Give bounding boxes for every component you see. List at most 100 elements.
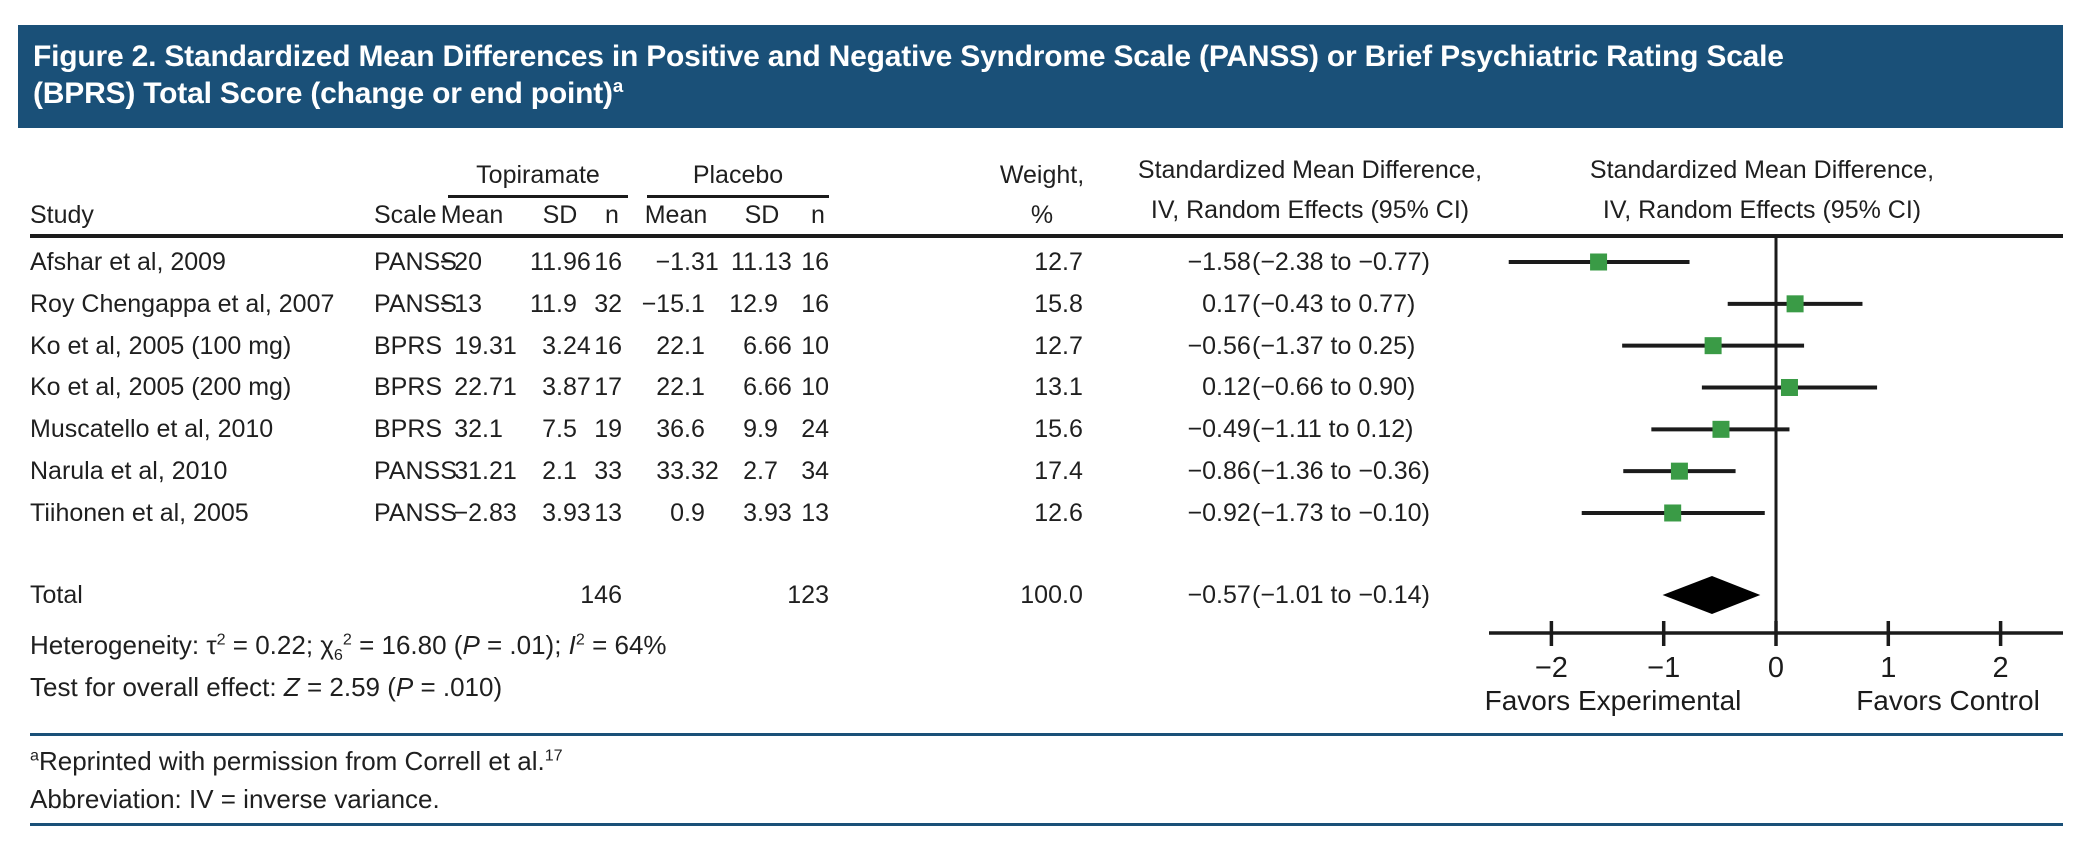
scale-value: PANSS xyxy=(374,457,457,486)
topiramate-mean-frac: .83 xyxy=(482,498,517,527)
placebo-sd-int: 9 xyxy=(743,415,757,444)
col-header-mean-placebo: Mean xyxy=(644,201,708,229)
weight-value-int: 15 xyxy=(1034,289,1062,318)
study-name: Narula et al, 2010 xyxy=(30,457,228,486)
smd-estimate-int: −0 xyxy=(1187,415,1216,444)
footnote-abbreviation: Abbreviation: IV = inverse variance. xyxy=(30,784,440,814)
smd-ci: (−1.11 to 0.12) xyxy=(1252,415,1414,444)
topiramate-n: 13 xyxy=(594,498,622,527)
placebo-n: 10 xyxy=(801,331,829,360)
topiramate-mean-int: 22 xyxy=(454,373,482,402)
favors-control-label: Favors Control xyxy=(1856,685,2040,716)
col-header-mean-topiramate: Mean xyxy=(440,201,504,229)
table-row: Tiihonen et al, 2005 PANSS −2.83 3.93 13 0.9 3… xyxy=(0,492,2085,534)
placebo-sd-frac: .66 xyxy=(757,331,792,360)
smd-estimate-frac: .58 xyxy=(1216,248,1251,276)
smd-text-header-line1: Standardized Mean Difference, xyxy=(1137,156,1483,184)
figure-title-line2: (BPRS) Total Score (change or end point)… xyxy=(33,75,623,110)
topiramate-mean-int: 31 xyxy=(454,457,482,486)
favors-experimental-label: Favors Experimental xyxy=(1485,685,1742,716)
placebo-n: 10 xyxy=(801,373,829,402)
study-name: Tiihonen et al, 2005 xyxy=(30,498,249,527)
title-superscript: a xyxy=(612,75,623,96)
table-row: Ko et al, 2005 (200 mg) BPRS 22.71 3.87 17 22… xyxy=(0,366,2085,408)
topiramate-mean-int: −20 xyxy=(439,248,482,276)
study-name: Afshar et al, 2009 xyxy=(30,248,226,276)
weight-value-int: 12 xyxy=(1034,248,1062,276)
smd-estimate-frac: .86 xyxy=(1216,457,1251,486)
table-row: Muscatello et al, 2010 BPRS 32.1 7.5 19 36.6 9… xyxy=(0,408,2085,450)
placebo-n: 13 xyxy=(801,498,829,527)
point-estimate-marker xyxy=(1664,504,1682,522)
topiramate-mean-int: −13 xyxy=(439,289,482,318)
topiramate-mean-frac: .71 xyxy=(482,373,517,402)
point-estimate-marker xyxy=(1704,337,1722,355)
figure-title-line1: Figure 2. Standardized Mean Differences … xyxy=(33,40,1784,73)
placebo-mean-frac: .1 xyxy=(684,331,705,360)
total-n-topiramate: 146 xyxy=(580,581,622,609)
placebo-sd-frac: .13 xyxy=(757,248,792,276)
smd-estimate-int: −0 xyxy=(1187,498,1216,527)
topiramate-sd-int: 3 xyxy=(542,498,556,527)
topiramate-n: 16 xyxy=(594,331,622,360)
placebo-sd-frac: .9 xyxy=(757,289,778,318)
placebo-mean-frac: .1 xyxy=(684,289,705,318)
topiramate-mean-frac: .21 xyxy=(482,457,517,486)
point-estimate-marker xyxy=(1590,253,1608,271)
scale-value: BPRS xyxy=(374,331,443,360)
x-axis-tick-label: −2 xyxy=(1535,652,1568,684)
smd-estimate-int: 0 xyxy=(1202,289,1216,318)
topiramate-sd-frac: .87 xyxy=(556,373,591,402)
placebo-mean-int: 0 xyxy=(670,498,684,527)
placebo-sd-int: 11 xyxy=(731,248,757,276)
placebo-mean-frac: .32 xyxy=(684,457,719,486)
placebo-sd-frac: .93 xyxy=(757,498,792,527)
topiramate-mean-int: 32 xyxy=(454,415,482,444)
table-row: Roy Chengappa et al, 2007 PANSS −13 11.9 32−… xyxy=(0,283,2085,325)
scale-value: PANSS xyxy=(374,248,457,276)
topiramate-n: 33 xyxy=(594,457,622,486)
total-weight-frac: .0 xyxy=(1062,581,1083,609)
weight-value-frac: .6 xyxy=(1062,498,1083,527)
col-header-weight-pct: % xyxy=(1030,201,1054,229)
topiramate-sd-int: 7 xyxy=(542,415,556,444)
smd-ci: (−0.66 to 0.90) xyxy=(1252,373,1416,402)
table-row: Narula et al, 2010 PANSS 31.21 2.1 33 33.32 2.… xyxy=(0,450,2085,492)
weight-value-frac: .6 xyxy=(1062,415,1083,444)
placebo-n: 16 xyxy=(801,289,829,318)
topiramate-sd-int: 3 xyxy=(542,373,556,402)
smd-estimate-frac: .49 xyxy=(1216,415,1251,444)
smd-ci: (−2.38 to −0.77) xyxy=(1252,248,1430,276)
topiramate-sd-frac: .96 xyxy=(556,248,591,276)
x-axis-tick-label: 2 xyxy=(1993,652,2009,684)
placebo-n: 24 xyxy=(801,415,829,444)
smd-text-header-line2: IV, Random Effects (95% CI) xyxy=(1150,196,1470,224)
weight-value-frac: .4 xyxy=(1062,457,1083,486)
col-header-n-topiramate: n xyxy=(605,201,619,229)
topiramate-mean-frac: .31 xyxy=(482,331,517,360)
topiramate-n: 17 xyxy=(594,373,622,402)
table-row: Afshar et al, 2009 PANSS −20 11.96 16 −1.31 11… xyxy=(0,241,2085,283)
x-axis-tick-label: −1 xyxy=(1647,652,1680,684)
placebo-underline xyxy=(647,195,829,198)
total-smd-estimate-frac: .57 xyxy=(1216,581,1251,609)
figure-title-bar: Figure 2. Standardized Mean Differences … xyxy=(18,25,2063,128)
topiramate-underline xyxy=(448,195,628,198)
topiramate-sd-frac: .1 xyxy=(556,457,577,486)
total-smd-ci: (−1.01 to −0.14) xyxy=(1252,581,1430,609)
group-header-placebo: Placebo xyxy=(692,161,784,189)
placebo-mean-int: 22 xyxy=(656,373,684,402)
placebo-mean-int: 36 xyxy=(656,415,684,444)
topiramate-sd-int: 3 xyxy=(542,331,556,360)
col-header-n-placebo: n xyxy=(811,201,825,229)
topiramate-sd-frac: .5 xyxy=(556,415,577,444)
placebo-sd-int: 6 xyxy=(743,373,757,402)
placebo-sd-int: 6 xyxy=(743,331,757,360)
smd-ci: (−1.73 to −0.10) xyxy=(1252,498,1430,527)
scale-value: PANSS xyxy=(374,289,457,318)
scale-value: BPRS xyxy=(374,415,443,444)
topiramate-mean-int: −2 xyxy=(453,498,482,527)
placebo-mean-int: −15 xyxy=(641,289,684,318)
topiramate-n: 32 xyxy=(594,289,622,318)
